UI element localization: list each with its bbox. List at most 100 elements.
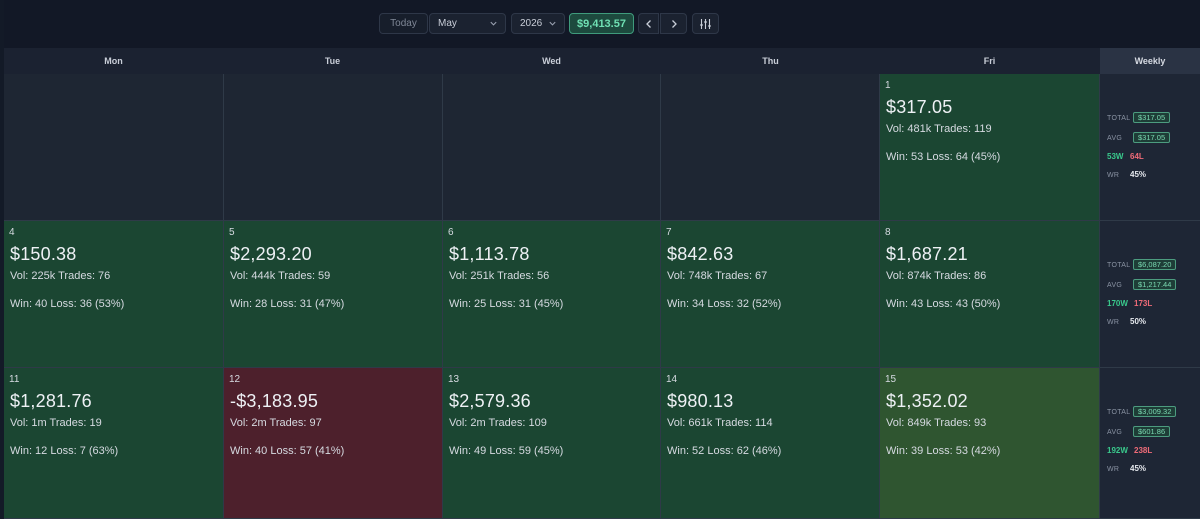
weekly-total-label: TOTAL — [1107, 115, 1131, 122]
month-total-badge: $9,413.57 — [569, 13, 634, 34]
day-cell[interactable]: 12 -$3,183.95 Vol: 2m Trades: 97 Win: 40… — [224, 368, 443, 519]
day-cell[interactable]: 14 $980.13 Vol: 661k Trades: 114 Win: 52… — [661, 368, 880, 519]
day-win-loss: Win: 12 Loss: 7 (63%) — [10, 445, 119, 457]
header-weekly: Weekly — [1100, 48, 1200, 74]
weekly-summary: TOTAL $6,087.20 AVG $1,217.44 170W 173L … — [1100, 221, 1200, 368]
today-button[interactable]: Today — [379, 13, 428, 34]
day-pnl: $1,281.76 — [10, 391, 92, 411]
day-cell[interactable]: 1 $317.05 Vol: 481k Trades: 119 Win: 53 … — [880, 74, 1100, 221]
day-win-loss: Win: 25 Loss: 31 (45%) — [449, 298, 564, 310]
weekly-wins: 192W — [1107, 446, 1128, 455]
day-cell[interactable]: 5 $2,293.20 Vol: 444k Trades: 59 Win: 28… — [224, 221, 443, 368]
weekday-header: Mon Tue Wed Thu Fri Weekly — [4, 48, 1200, 75]
day-win-loss: Win: 34 Loss: 32 (52%) — [667, 298, 782, 310]
day-number: 5 — [229, 227, 235, 238]
day-pnl: $2,579.36 — [449, 391, 531, 411]
chevron-down-icon — [490, 21, 497, 26]
day-number: 14 — [666, 374, 678, 385]
weekly-summary: TOTAL $3,009.32 AVG $601.86 192W 238L WR… — [1100, 368, 1200, 519]
chevron-down-icon — [549, 21, 556, 26]
chevron-left-icon — [645, 19, 651, 28]
header-wed: Wed — [542, 56, 561, 66]
day-pnl: $1,352.02 — [886, 391, 968, 411]
day-number: 13 — [448, 374, 460, 385]
month-select-value: May — [438, 18, 457, 29]
day-cell[interactable]: 6 $1,113.78 Vol: 251k Trades: 56 Win: 25… — [443, 221, 661, 368]
weekly-total-label: TOTAL — [1107, 409, 1131, 416]
day-win-loss: Win: 40 Loss: 36 (53%) — [10, 298, 125, 310]
day-volume-trades: Vol: 481k Trades: 119 — [886, 123, 992, 135]
year-select[interactable]: 2026 — [511, 13, 565, 34]
day-number: 11 — [9, 374, 20, 385]
day-volume-trades: Vol: 2m Trades: 97 — [230, 417, 322, 429]
year-select-value: 2026 — [520, 18, 543, 29]
weekly-wr: 45% — [1130, 464, 1147, 473]
header-mon: Mon — [104, 56, 123, 66]
day-number: 15 — [885, 374, 897, 385]
header-fri: Fri — [983, 56, 996, 66]
day-number: 1 — [885, 80, 891, 91]
day-win-loss: Win: 40 Loss: 57 (41%) — [230, 445, 345, 457]
day-number: 7 — [666, 227, 672, 238]
day-pnl: $2,293.20 — [230, 244, 312, 264]
weekly-wins: 53W — [1107, 152, 1124, 161]
day-volume-trades: Vol: 1m Trades: 19 — [10, 417, 102, 429]
weekly-losses: 173L — [1134, 299, 1153, 308]
day-number: 8 — [885, 227, 891, 238]
day-cell[interactable]: 7 $842.63 Vol: 748k Trades: 67 Win: 34 L… — [661, 221, 880, 368]
weekly-wr: 50% — [1130, 317, 1147, 326]
weekly-wr-label: WR — [1107, 319, 1120, 326]
day-pnl: $150.38 — [10, 244, 77, 264]
weekly-avg-label: AVG — [1107, 282, 1123, 289]
day-cell-empty — [443, 74, 661, 221]
day-volume-trades: Vol: 661k Trades: 114 — [667, 417, 773, 429]
weekly-total-badge: $6,087.20 — [1133, 259, 1177, 270]
day-volume-trades: Vol: 849k Trades: 93 — [886, 417, 987, 429]
day-pnl: $1,113.78 — [449, 244, 530, 264]
day-win-loss: Win: 28 Loss: 31 (47%) — [230, 298, 345, 310]
day-win-loss: Win: 53 Loss: 64 (45%) — [886, 151, 1001, 163]
day-pnl: $317.05 — [886, 97, 953, 117]
prev-month-button[interactable] — [638, 13, 659, 34]
weekly-avg-label: AVG — [1107, 135, 1123, 142]
calendar-frame: Today May 2026 $9,413.57 — [4, 0, 1200, 519]
weekly-wr: 45% — [1130, 170, 1147, 179]
day-cell[interactable]: 11 $1,281.76 Vol: 1m Trades: 19 Win: 12 … — [4, 368, 224, 519]
day-number: 4 — [9, 227, 15, 238]
weekly-wr-label: WR — [1107, 466, 1120, 473]
day-win-loss: Win: 49 Loss: 59 (45%) — [449, 445, 564, 457]
weekly-avg-badge: $317.05 — [1133, 132, 1171, 143]
day-pnl: $1,687.21 — [886, 244, 968, 264]
day-cell-today[interactable]: 15 $1,352.02 Vol: 849k Trades: 93 Win: 3… — [880, 368, 1100, 519]
weekly-avg-badge: $601.86 — [1133, 426, 1171, 437]
weekly-wr-label: WR — [1107, 172, 1120, 179]
sliders-icon — [700, 18, 711, 29]
weekly-total-badge: $317.05 — [1133, 112, 1171, 123]
weekly-summary: TOTAL $317.05 AVG $317.05 53W 64L WR 45% — [1100, 74, 1200, 221]
weekly-losses: 64L — [1130, 152, 1144, 161]
day-volume-trades: Vol: 225k Trades: 76 — [10, 270, 111, 282]
month-select[interactable]: May — [429, 13, 506, 34]
day-cell[interactable]: 4 $150.38 Vol: 225k Trades: 76 Win: 40 L… — [4, 221, 224, 368]
day-pnl: -$3,183.95 — [230, 391, 319, 411]
day-volume-trades: Vol: 874k Trades: 86 — [886, 270, 987, 282]
header-thu: Thu — [762, 56, 779, 66]
day-volume-trades: Vol: 251k Trades: 56 — [449, 270, 550, 282]
day-number: 12 — [229, 374, 241, 385]
day-volume-trades: Vol: 748k Trades: 67 — [667, 270, 768, 282]
day-win-loss: Win: 52 Loss: 62 (46%) — [667, 445, 782, 457]
chevron-right-icon — [671, 19, 677, 28]
filter-button[interactable] — [692, 13, 719, 34]
day-cell[interactable]: 8 $1,687.21 Vol: 874k Trades: 86 Win: 43… — [880, 221, 1100, 368]
weekly-avg-label: AVG — [1107, 429, 1123, 436]
day-number: 6 — [448, 227, 454, 238]
day-cell[interactable]: 13 $2,579.36 Vol: 2m Trades: 109 Win: 49… — [443, 368, 661, 519]
day-volume-trades: Vol: 2m Trades: 109 — [449, 417, 547, 429]
day-pnl: $980.13 — [667, 391, 734, 411]
header-tue: Tue — [324, 56, 341, 66]
toolbar: Today May 2026 $9,413.57 — [4, 0, 1200, 49]
weekly-losses: 238L — [1134, 446, 1153, 455]
next-month-button[interactable] — [660, 13, 687, 34]
weekly-wins: 170W — [1107, 299, 1128, 308]
day-pnl: $842.63 — [667, 244, 734, 264]
